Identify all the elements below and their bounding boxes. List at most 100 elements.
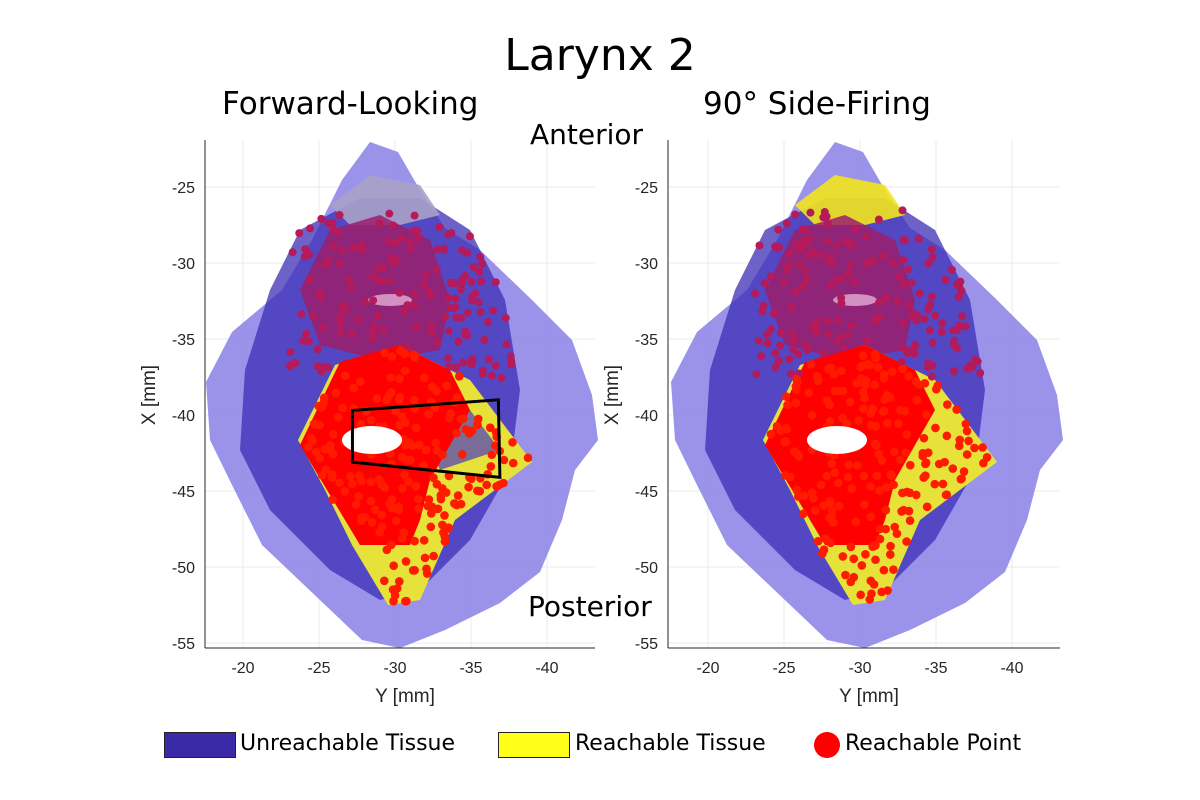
- reachable-point: [499, 478, 508, 488]
- unreachable-region-point: [816, 251, 825, 260]
- reachable-point: [394, 502, 403, 512]
- y-tick-label: -40: [172, 408, 195, 425]
- reachable-point: [450, 499, 459, 508]
- reachable-point: [827, 506, 837, 516]
- unreachable-region-point: [506, 352, 515, 361]
- reachable-point: [879, 406, 889, 416]
- unreachable-region-point: [317, 214, 326, 223]
- unreachable-region-point: [324, 363, 333, 372]
- reachable-point: [843, 472, 853, 482]
- unreachable-region-point: [766, 272, 775, 281]
- unreachable-region-point: [447, 229, 456, 238]
- unreachable-region-point: [784, 261, 793, 270]
- reachable-point: [440, 537, 450, 546]
- unreachable-region-point: [914, 234, 923, 243]
- unreachable-region-point: [875, 298, 884, 307]
- unreachable-region-point: [787, 303, 796, 312]
- unreachable-region-point: [317, 367, 326, 376]
- unreachable-region-point: [459, 358, 468, 367]
- reachable-point: [856, 590, 865, 600]
- reachable-point: [961, 419, 971, 429]
- reachable-point: [444, 471, 454, 481]
- unreachable-region-point: [832, 276, 841, 285]
- reachable-point: [849, 572, 859, 582]
- unreachable-region-point: [385, 209, 394, 218]
- reachable-point: [934, 459, 944, 469]
- reachable-point: [812, 372, 822, 381]
- reachable-point: [340, 371, 350, 381]
- white-hole: [807, 426, 867, 454]
- reachable-point: [905, 460, 915, 470]
- reachable-point: [431, 438, 441, 448]
- unreachable-region-point: [795, 259, 804, 268]
- reachable-point: [786, 472, 795, 482]
- unreachable-region-point: [344, 274, 353, 283]
- unreachable-region-point: [342, 304, 351, 313]
- reachable-point: [865, 360, 874, 370]
- reachable-point: [813, 536, 823, 546]
- unreachable-region-point: [862, 259, 871, 268]
- legend-reachable-swatch: [498, 732, 570, 758]
- unreachable-region-point: [904, 265, 913, 274]
- y-tick-label: -45: [172, 484, 195, 501]
- reachable-point: [315, 453, 324, 463]
- reachable-point: [508, 437, 517, 447]
- reachable-point: [398, 484, 407, 493]
- unreachable-region-point: [425, 287, 434, 296]
- reachable-point: [414, 494, 423, 504]
- unreachable-region-point: [927, 245, 936, 254]
- x-tick-label: -40: [535, 660, 558, 677]
- reachable-point: [485, 423, 495, 432]
- reachable-point: [838, 386, 848, 396]
- unreachable-region-point: [862, 232, 871, 241]
- unreachable-region-point: [823, 316, 832, 325]
- unreachable-region-point: [927, 292, 936, 301]
- reachable-point: [426, 522, 436, 532]
- reachable-point: [433, 504, 443, 514]
- reachable-point: [458, 414, 468, 424]
- unreachable-region-point: [805, 250, 814, 259]
- reachable-point: [523, 453, 533, 463]
- unreachable-region-point: [895, 272, 904, 281]
- unreachable-region-point: [776, 341, 785, 350]
- unreachable-region-point: [305, 250, 314, 259]
- reachable-point: [921, 459, 930, 469]
- unreachable-region-point: [791, 287, 800, 296]
- reachable-point: [327, 470, 337, 479]
- reachable-point: [366, 477, 376, 487]
- reachable-point: [441, 525, 451, 534]
- unreachable-region-point: [335, 258, 344, 267]
- reachable-point: [783, 400, 792, 410]
- unreachable-region-point: [938, 319, 947, 328]
- reachable-point: [386, 373, 395, 382]
- reachable-point: [370, 505, 380, 515]
- unreachable-region-point: [871, 317, 880, 326]
- unreachable-region-point: [844, 269, 853, 278]
- unreachable-region-point: [441, 313, 450, 322]
- unreachable-region-point: [395, 288, 404, 297]
- unreachable-region-point: [796, 245, 805, 254]
- y-tick-label: -55: [635, 636, 658, 653]
- reachable-point: [429, 473, 438, 483]
- reachable-point: [931, 423, 940, 433]
- reachable-point: [410, 353, 420, 362]
- reachable-point: [804, 388, 814, 398]
- unreachable-region-point: [397, 234, 406, 243]
- unreachable-region-point: [451, 303, 460, 312]
- reachable-point: [351, 500, 361, 509]
- unreachable-region-point: [843, 331, 852, 340]
- reachable-point: [860, 393, 869, 403]
- reachable-point: [825, 513, 834, 523]
- reachable-point: [329, 430, 338, 439]
- unreachable-region-point: [927, 372, 936, 381]
- reachable-point: [464, 482, 473, 492]
- reachable-point: [881, 505, 891, 515]
- panel-title-side: 90° Side-Firing: [703, 86, 931, 122]
- reachable-point: [872, 471, 882, 480]
- reachable-point: [921, 410, 931, 420]
- unreachable-region-point: [451, 294, 460, 303]
- y-tick-label: -40: [635, 408, 658, 425]
- reachable-point: [892, 529, 902, 538]
- unreachable-region-point: [487, 371, 496, 380]
- unreachable-region-point: [373, 311, 382, 320]
